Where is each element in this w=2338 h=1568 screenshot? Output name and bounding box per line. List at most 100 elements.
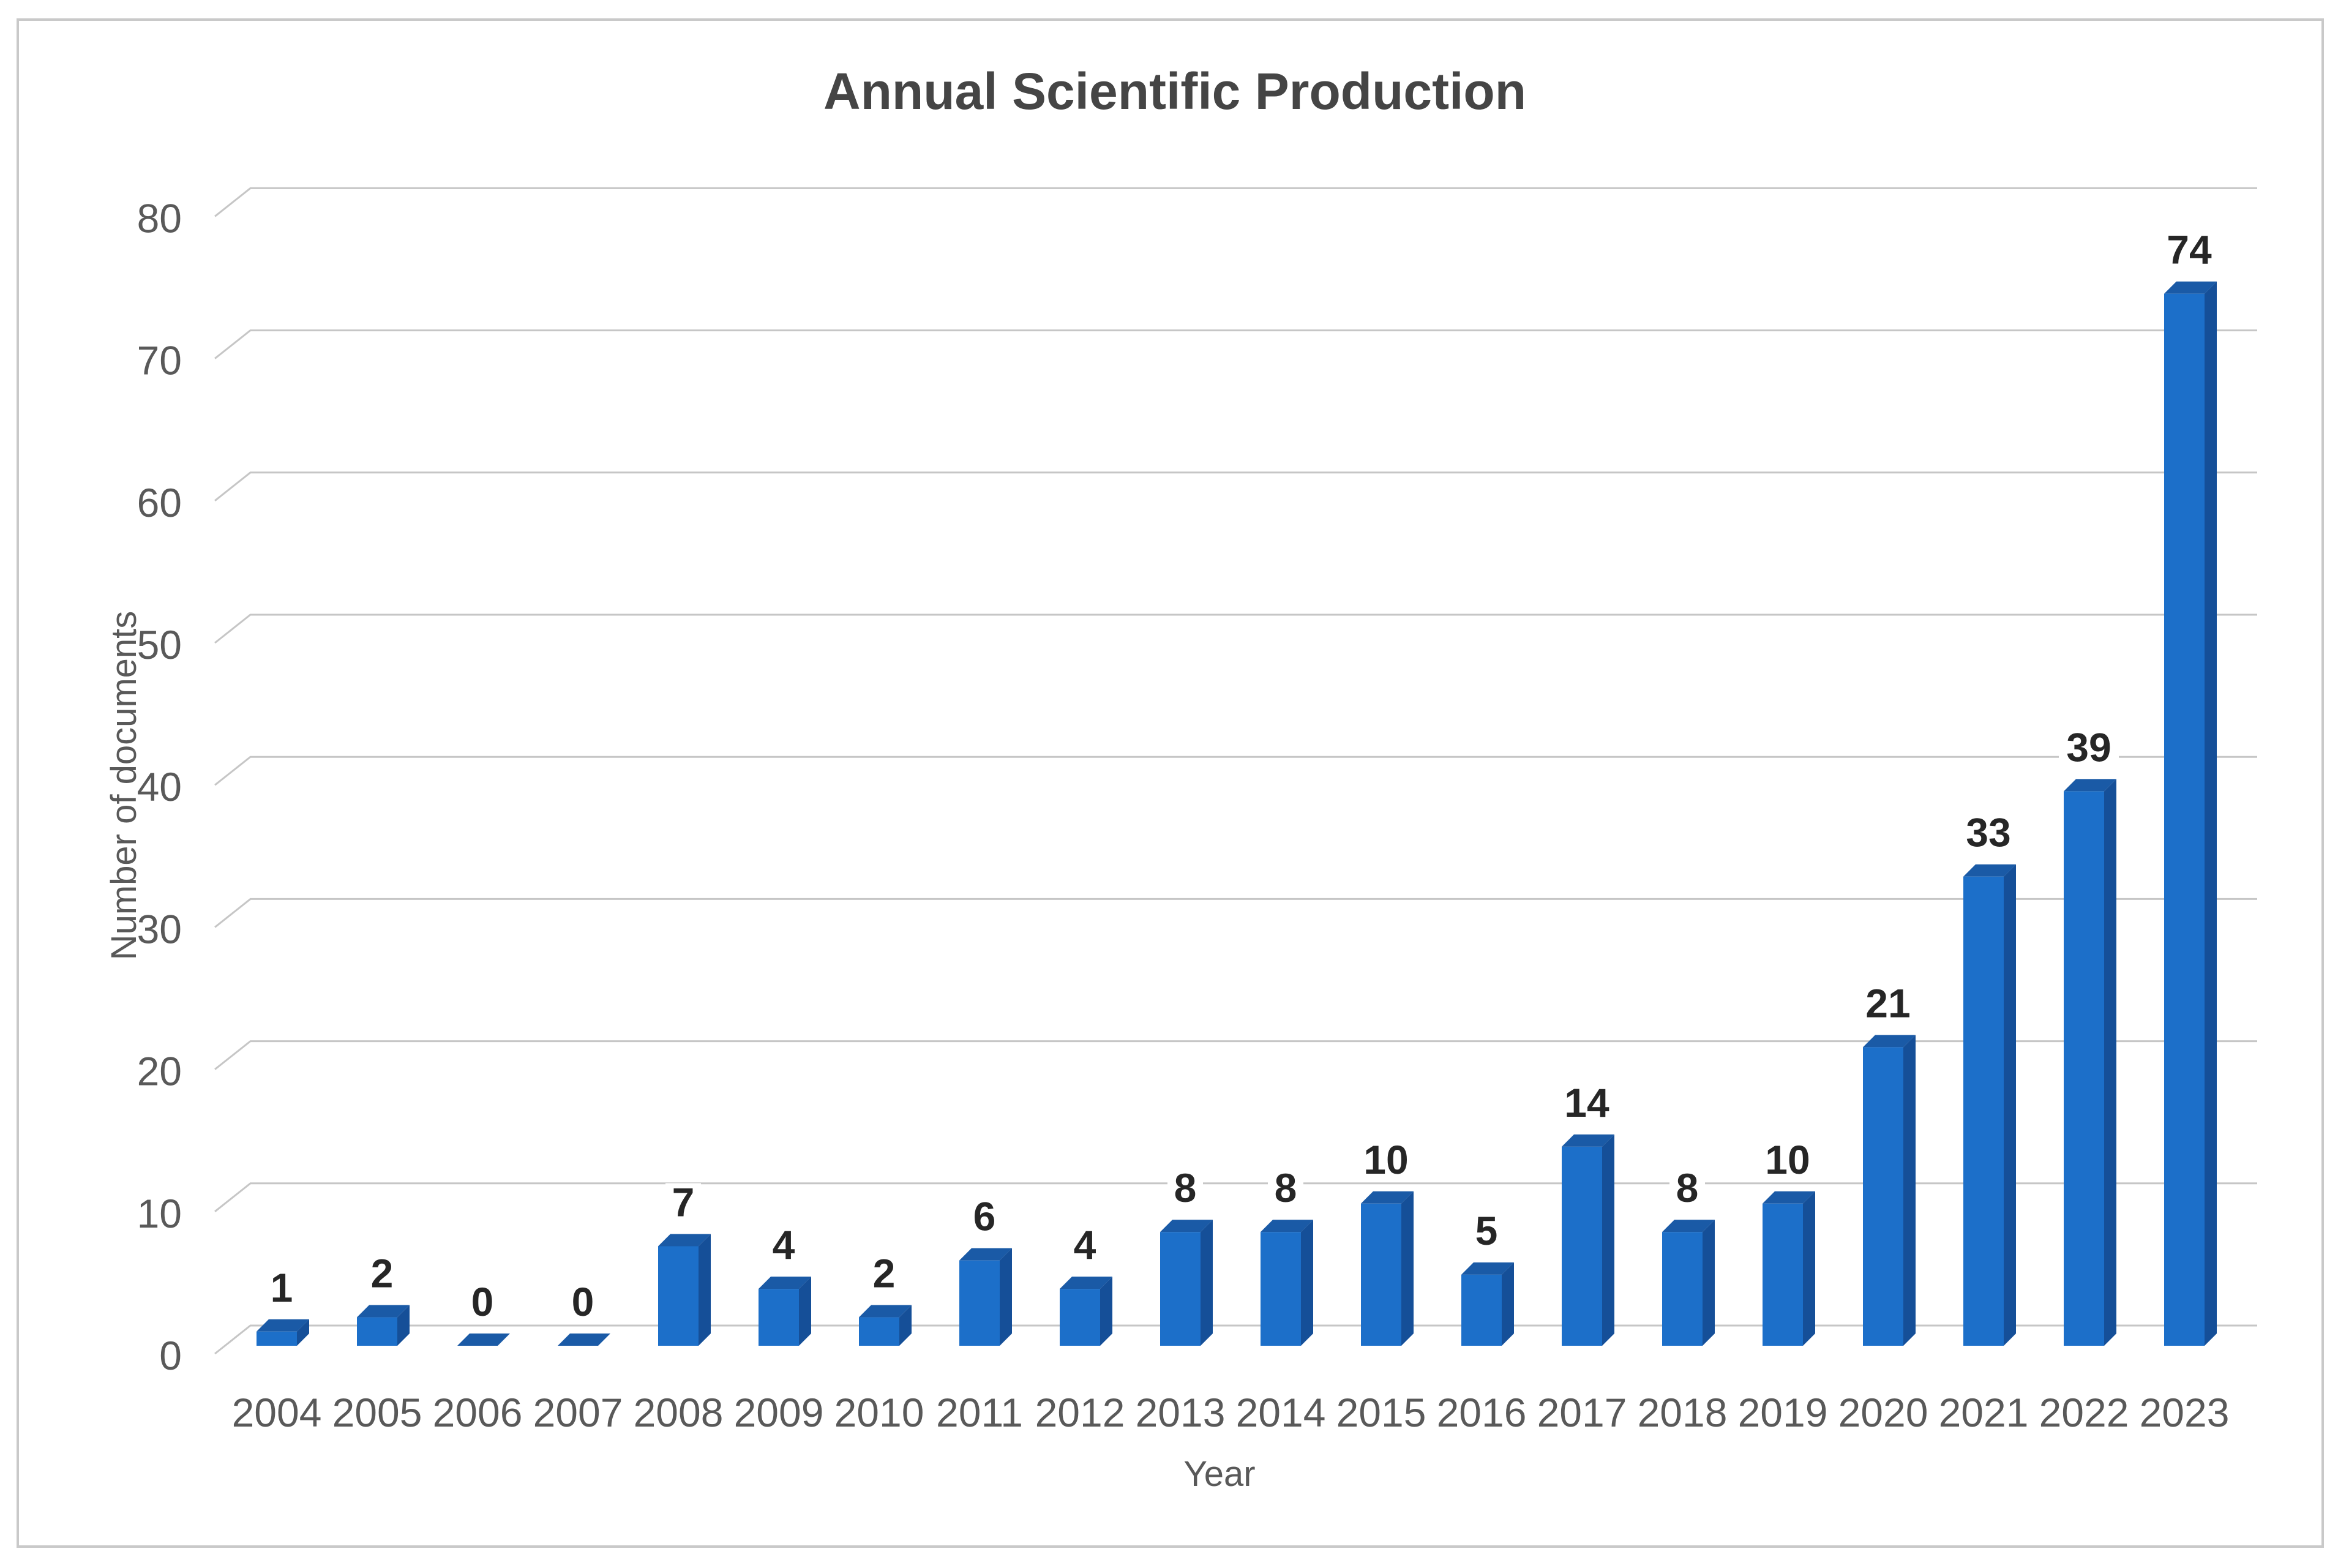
x-tick-label: 2005	[332, 1390, 422, 1435]
bar-front-face	[658, 1246, 699, 1346]
bar-top-face	[759, 1277, 811, 1289]
y-tick-label: 70	[137, 338, 182, 383]
x-tick-label: 2013	[1136, 1390, 1226, 1435]
x-tick-label: 2023	[2140, 1390, 2230, 1435]
bar-2021	[1963, 864, 2016, 1346]
bar-front-face	[959, 1260, 1000, 1346]
bar-2006	[457, 1334, 510, 1346]
bar-front-face	[2164, 293, 2205, 1346]
bar-2014	[1261, 1220, 1313, 1346]
gridline-y80	[214, 187, 2257, 217]
value-label-bg	[1067, 1226, 1103, 1264]
value-label-bg	[766, 1226, 801, 1264]
bar-side-face	[2104, 779, 2116, 1346]
bar-side-face	[2205, 281, 2217, 1346]
bar-top-face	[658, 1234, 711, 1247]
bar-top-face	[2164, 281, 2217, 294]
bar-side-face	[1903, 1035, 1916, 1346]
x-tick-label: 2019	[1738, 1390, 1828, 1435]
bar-side-face	[1301, 1220, 1313, 1346]
bar-side-face	[1201, 1220, 1213, 1346]
bars	[257, 281, 2217, 1346]
bar-side-face	[2004, 864, 2016, 1346]
bar-zero-face	[457, 1334, 510, 1346]
bar-value-label: 7	[672, 1179, 695, 1225]
value-label-bg	[1356, 1140, 1416, 1179]
bar-top-face	[1261, 1220, 1313, 1232]
x-axis-title: Year	[1183, 1454, 1255, 1494]
y-axis-tick-labels: 0 10 20 30 40 50 60 70 80	[137, 195, 182, 1378]
bar-side-face	[799, 1277, 811, 1346]
bar-front-face	[759, 1289, 799, 1346]
bar-front-face	[1361, 1203, 1401, 1346]
x-tick-label: 2016	[1437, 1390, 1527, 1435]
bar-value-label: 8	[1275, 1165, 1297, 1210]
y-axis-title: Number of documents	[104, 611, 144, 961]
bar-top-face	[357, 1305, 410, 1318]
bar-2008	[658, 1234, 711, 1346]
bar-side-face	[1401, 1191, 1414, 1346]
bar-value-label: 33	[1966, 810, 2010, 855]
gridline-y60	[214, 471, 2257, 501]
bar-value-label: 74	[2167, 227, 2212, 272]
gridline-y30	[214, 898, 2257, 928]
bar-value-label: 0	[572, 1279, 594, 1324]
bar-side-face	[1803, 1191, 1815, 1346]
value-label-bg	[364, 1254, 400, 1292]
value-label-bg	[1758, 1140, 1818, 1179]
gridline-y40	[214, 756, 2257, 786]
value-label-bg	[1958, 813, 2018, 852]
x-tick-label: 2008	[634, 1390, 724, 1435]
bar-side-face	[1000, 1248, 1012, 1346]
value-label-bg	[665, 1183, 701, 1221]
bar-2009	[759, 1277, 811, 1346]
bar-2004	[257, 1319, 309, 1346]
bar-top-face	[1963, 864, 2016, 877]
bar-side-face	[297, 1319, 309, 1346]
bar-front-face	[257, 1331, 297, 1346]
value-label-bg	[1268, 1169, 1303, 1207]
value-label-bg	[866, 1254, 902, 1292]
bar-value-label: 8	[1174, 1165, 1197, 1210]
bar-value-label: 2	[371, 1251, 394, 1296]
value-label-bg	[967, 1197, 1002, 1236]
x-tick-label: 2012	[1035, 1390, 1125, 1435]
bar-value-label: 8	[1676, 1165, 1699, 1210]
bar-top-face	[1160, 1220, 1213, 1232]
value-label-bg	[2059, 728, 2119, 767]
bar-value-label: 39	[2066, 724, 2111, 770]
gridline-y50	[214, 613, 2257, 644]
bar-front-face	[1963, 876, 2004, 1346]
x-tick-label: 2004	[232, 1390, 322, 1435]
bar-front-face	[2064, 791, 2104, 1346]
bar-side-face	[1502, 1262, 1514, 1346]
value-label-bg	[264, 1268, 299, 1307]
value-label-bg	[1669, 1169, 1705, 1207]
bar-2015	[1361, 1191, 1414, 1346]
value-label-bg	[2159, 230, 2219, 269]
bar-2012	[1060, 1277, 1112, 1346]
bar-front-face	[1662, 1232, 1703, 1346]
bar-value-label: 21	[1865, 980, 1910, 1026]
bar-2017	[1562, 1134, 1614, 1346]
x-tick-label: 2021	[1939, 1390, 2029, 1435]
value-label-bg	[465, 1283, 500, 1321]
bar-top-face	[2064, 779, 2116, 792]
bar-front-face	[1261, 1232, 1301, 1346]
bar-top-face	[1461, 1262, 1514, 1275]
bar-front-face	[1562, 1146, 1602, 1346]
bar-front-face	[1060, 1289, 1100, 1346]
bar-side-face	[1100, 1277, 1112, 1346]
bar-side-face	[699, 1234, 711, 1346]
y-tick-label: 30	[137, 906, 182, 951]
bar-2022	[2064, 779, 2116, 1346]
bar-2010	[859, 1305, 912, 1346]
bar-top-face	[959, 1248, 1012, 1261]
bar-value-label: 2	[873, 1251, 896, 1296]
bar-2019	[1763, 1191, 1815, 1346]
x-tick-label: 2014	[1236, 1390, 1326, 1435]
bar-side-face	[1703, 1220, 1715, 1346]
bar-2011	[959, 1248, 1012, 1346]
y-tick-label: 20	[137, 1049, 182, 1094]
bar-front-face	[1763, 1203, 1803, 1346]
